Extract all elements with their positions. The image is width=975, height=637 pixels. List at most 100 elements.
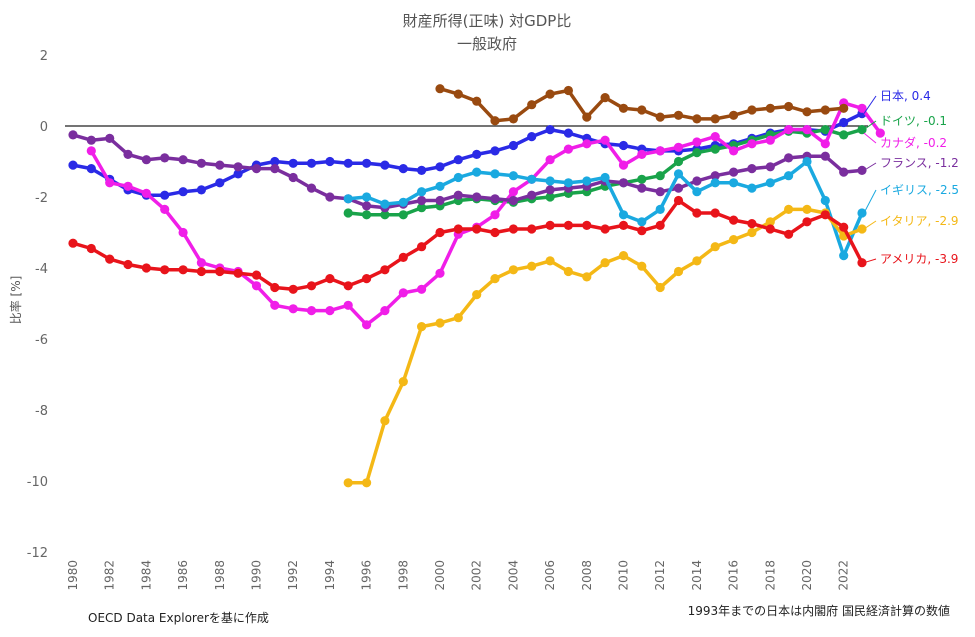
data-point-s6 [233,268,243,278]
x-tick-label: 2020 [800,560,814,591]
data-point-s4 [527,174,537,184]
data-point-s3 [362,201,372,211]
data-point-s5 [453,313,463,323]
data-point-s7 [563,85,574,96]
data-point-s6 [398,252,408,262]
data-point-s6 [618,220,629,230]
data-point-s1 [655,171,665,181]
data-point-s3 [306,183,317,193]
data-point-s2 [160,204,170,214]
data-point-s0 [215,178,225,188]
data-point-s3 [729,167,739,177]
x-tick-label: 1992 [286,560,300,591]
series-label-s2: カナダ, -0.2 [880,135,947,150]
x-tick-label: 1994 [323,560,337,591]
data-point-s6 [857,258,867,268]
data-point-s2 [270,300,280,310]
data-point-s4 [784,171,794,181]
data-point-s7 [490,116,500,126]
data-point-s4 [747,183,757,193]
y-tick-label: -8 [35,404,48,419]
data-point-s6 [196,266,206,277]
data-point-s5 [563,266,574,277]
data-point-s5 [618,251,629,261]
data-point-s1 [692,148,702,158]
data-point-s5 [490,274,500,284]
data-point-s2 [288,304,298,314]
data-point-s1 [545,192,555,202]
data-point-s2 [637,149,647,159]
series-label-s6: アメリカ, -3.9 [880,252,958,266]
data-point-s2 [857,103,867,113]
data-point-s6 [729,215,739,225]
data-point-s0 [362,158,372,168]
data-point-s4 [839,251,849,261]
data-point-s5 [673,266,684,277]
data-point-s2 [417,284,427,294]
data-point-s7 [435,84,445,94]
series-group [68,84,885,488]
data-point-s5 [545,256,555,266]
y-axis-label: 比率 [%] [8,276,23,325]
chart-subtitle: 一般政府 [457,35,517,53]
data-point-s6 [802,217,812,227]
series-labels: 日本, 0.4 ドイツ, -0.1 カナダ, -0.2 フランス, -1.2 イギリス,… [863,89,959,266]
data-point-s6 [692,208,702,218]
data-point-s4 [637,217,647,227]
source-note: OECD Data Explorerを基に作成 [88,611,269,625]
data-point-s2 [600,135,610,145]
data-point-s6 [545,220,555,230]
data-point-s7 [802,107,812,117]
data-point-s7 [527,100,537,110]
data-point-s3 [692,176,702,186]
data-point-s3 [270,164,280,174]
data-point-s6 [655,220,665,230]
data-point-s5 [417,322,427,332]
data-point-s0 [472,149,482,159]
label-leader-s5 [863,220,877,230]
data-point-s4 [802,156,812,167]
series-label-s5: イタリア, -2.9 [880,214,959,228]
x-tick-label: 2022 [837,560,851,591]
label-leader-s1 [863,120,877,130]
data-point-s7 [839,103,849,113]
label-leader-s0 [863,95,877,114]
data-point-s4 [673,169,684,179]
data-point-s2 [325,306,335,316]
data-point-s2 [196,258,206,268]
data-point-s5 [398,377,408,387]
data-point-s4 [820,195,830,206]
data-point-s1 [380,210,390,220]
data-point-s3 [417,195,427,206]
data-point-s4 [472,167,482,177]
data-point-s6 [637,226,647,236]
data-point-s3 [196,158,206,168]
data-point-s2 [105,178,115,188]
data-point-s3 [123,149,133,159]
data-point-s5 [692,256,702,266]
data-point-s5 [729,235,739,245]
data-point-s3 [215,160,225,170]
data-point-s2 [765,135,775,145]
x-tick-label: 2016 [727,560,741,591]
data-point-s0 [178,187,188,197]
data-point-s6 [306,281,317,291]
y-tick-label: -10 [27,475,48,490]
x-tick-label: 1988 [213,560,227,591]
data-point-s3 [160,153,170,163]
data-point-s1 [343,208,353,218]
data-point-s3 [288,172,298,183]
x-tick-label: 2002 [470,560,484,591]
x-tick-label: 1984 [139,560,153,591]
data-point-s7 [600,93,610,103]
data-point-s4 [398,197,408,207]
data-point-s0 [417,165,427,175]
data-point-s2 [123,181,133,191]
x-tick-label: 2012 [653,560,667,591]
data-point-s3 [747,164,757,174]
data-point-s0 [270,156,280,167]
data-point-s3 [68,130,78,140]
data-point-s4 [729,178,739,188]
data-point-s3 [325,192,335,202]
data-point-s3 [655,187,665,197]
